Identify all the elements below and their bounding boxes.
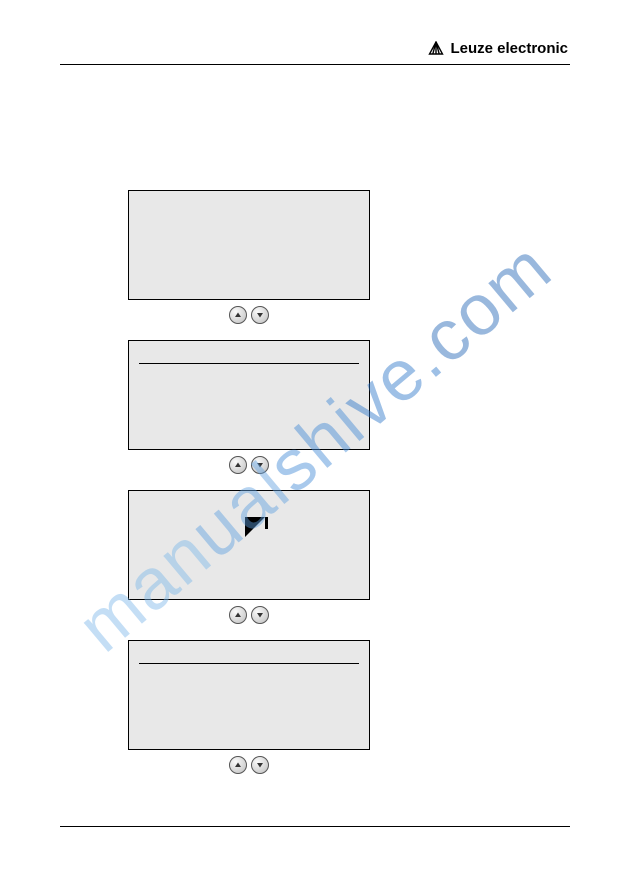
panel-group-2	[128, 340, 370, 474]
display-panel	[128, 490, 370, 600]
panel-group-1	[128, 190, 370, 324]
leuze-logo-icon	[428, 41, 444, 57]
arrow-pair	[229, 756, 269, 774]
up-arrow-button[interactable]	[229, 606, 247, 624]
panel-group-3	[128, 490, 370, 624]
display-panel	[128, 640, 370, 750]
brand-text: Leuze electronic	[450, 40, 568, 57]
down-arrow-button[interactable]	[251, 306, 269, 324]
panel-header-rule	[139, 363, 359, 364]
display-panel	[128, 190, 370, 300]
down-arrow-button[interactable]	[251, 756, 269, 774]
up-arrow-button[interactable]	[229, 306, 247, 324]
display-panel	[128, 340, 370, 450]
page-root: Leuze electronic	[0, 0, 630, 893]
up-arrow-button[interactable]	[229, 456, 247, 474]
brand-block: Leuze electronic	[428, 40, 568, 57]
footer-rule	[60, 826, 570, 827]
header-rule	[60, 64, 570, 65]
arrow-pair	[229, 306, 269, 324]
triangle-cursor-icon	[243, 515, 269, 541]
panel-header-rule	[139, 663, 359, 664]
panel-stack	[128, 190, 370, 790]
panel-group-4	[128, 640, 370, 774]
down-arrow-button[interactable]	[251, 456, 269, 474]
arrow-pair	[229, 606, 269, 624]
arrow-pair	[229, 456, 269, 474]
up-arrow-button[interactable]	[229, 756, 247, 774]
down-arrow-button[interactable]	[251, 606, 269, 624]
